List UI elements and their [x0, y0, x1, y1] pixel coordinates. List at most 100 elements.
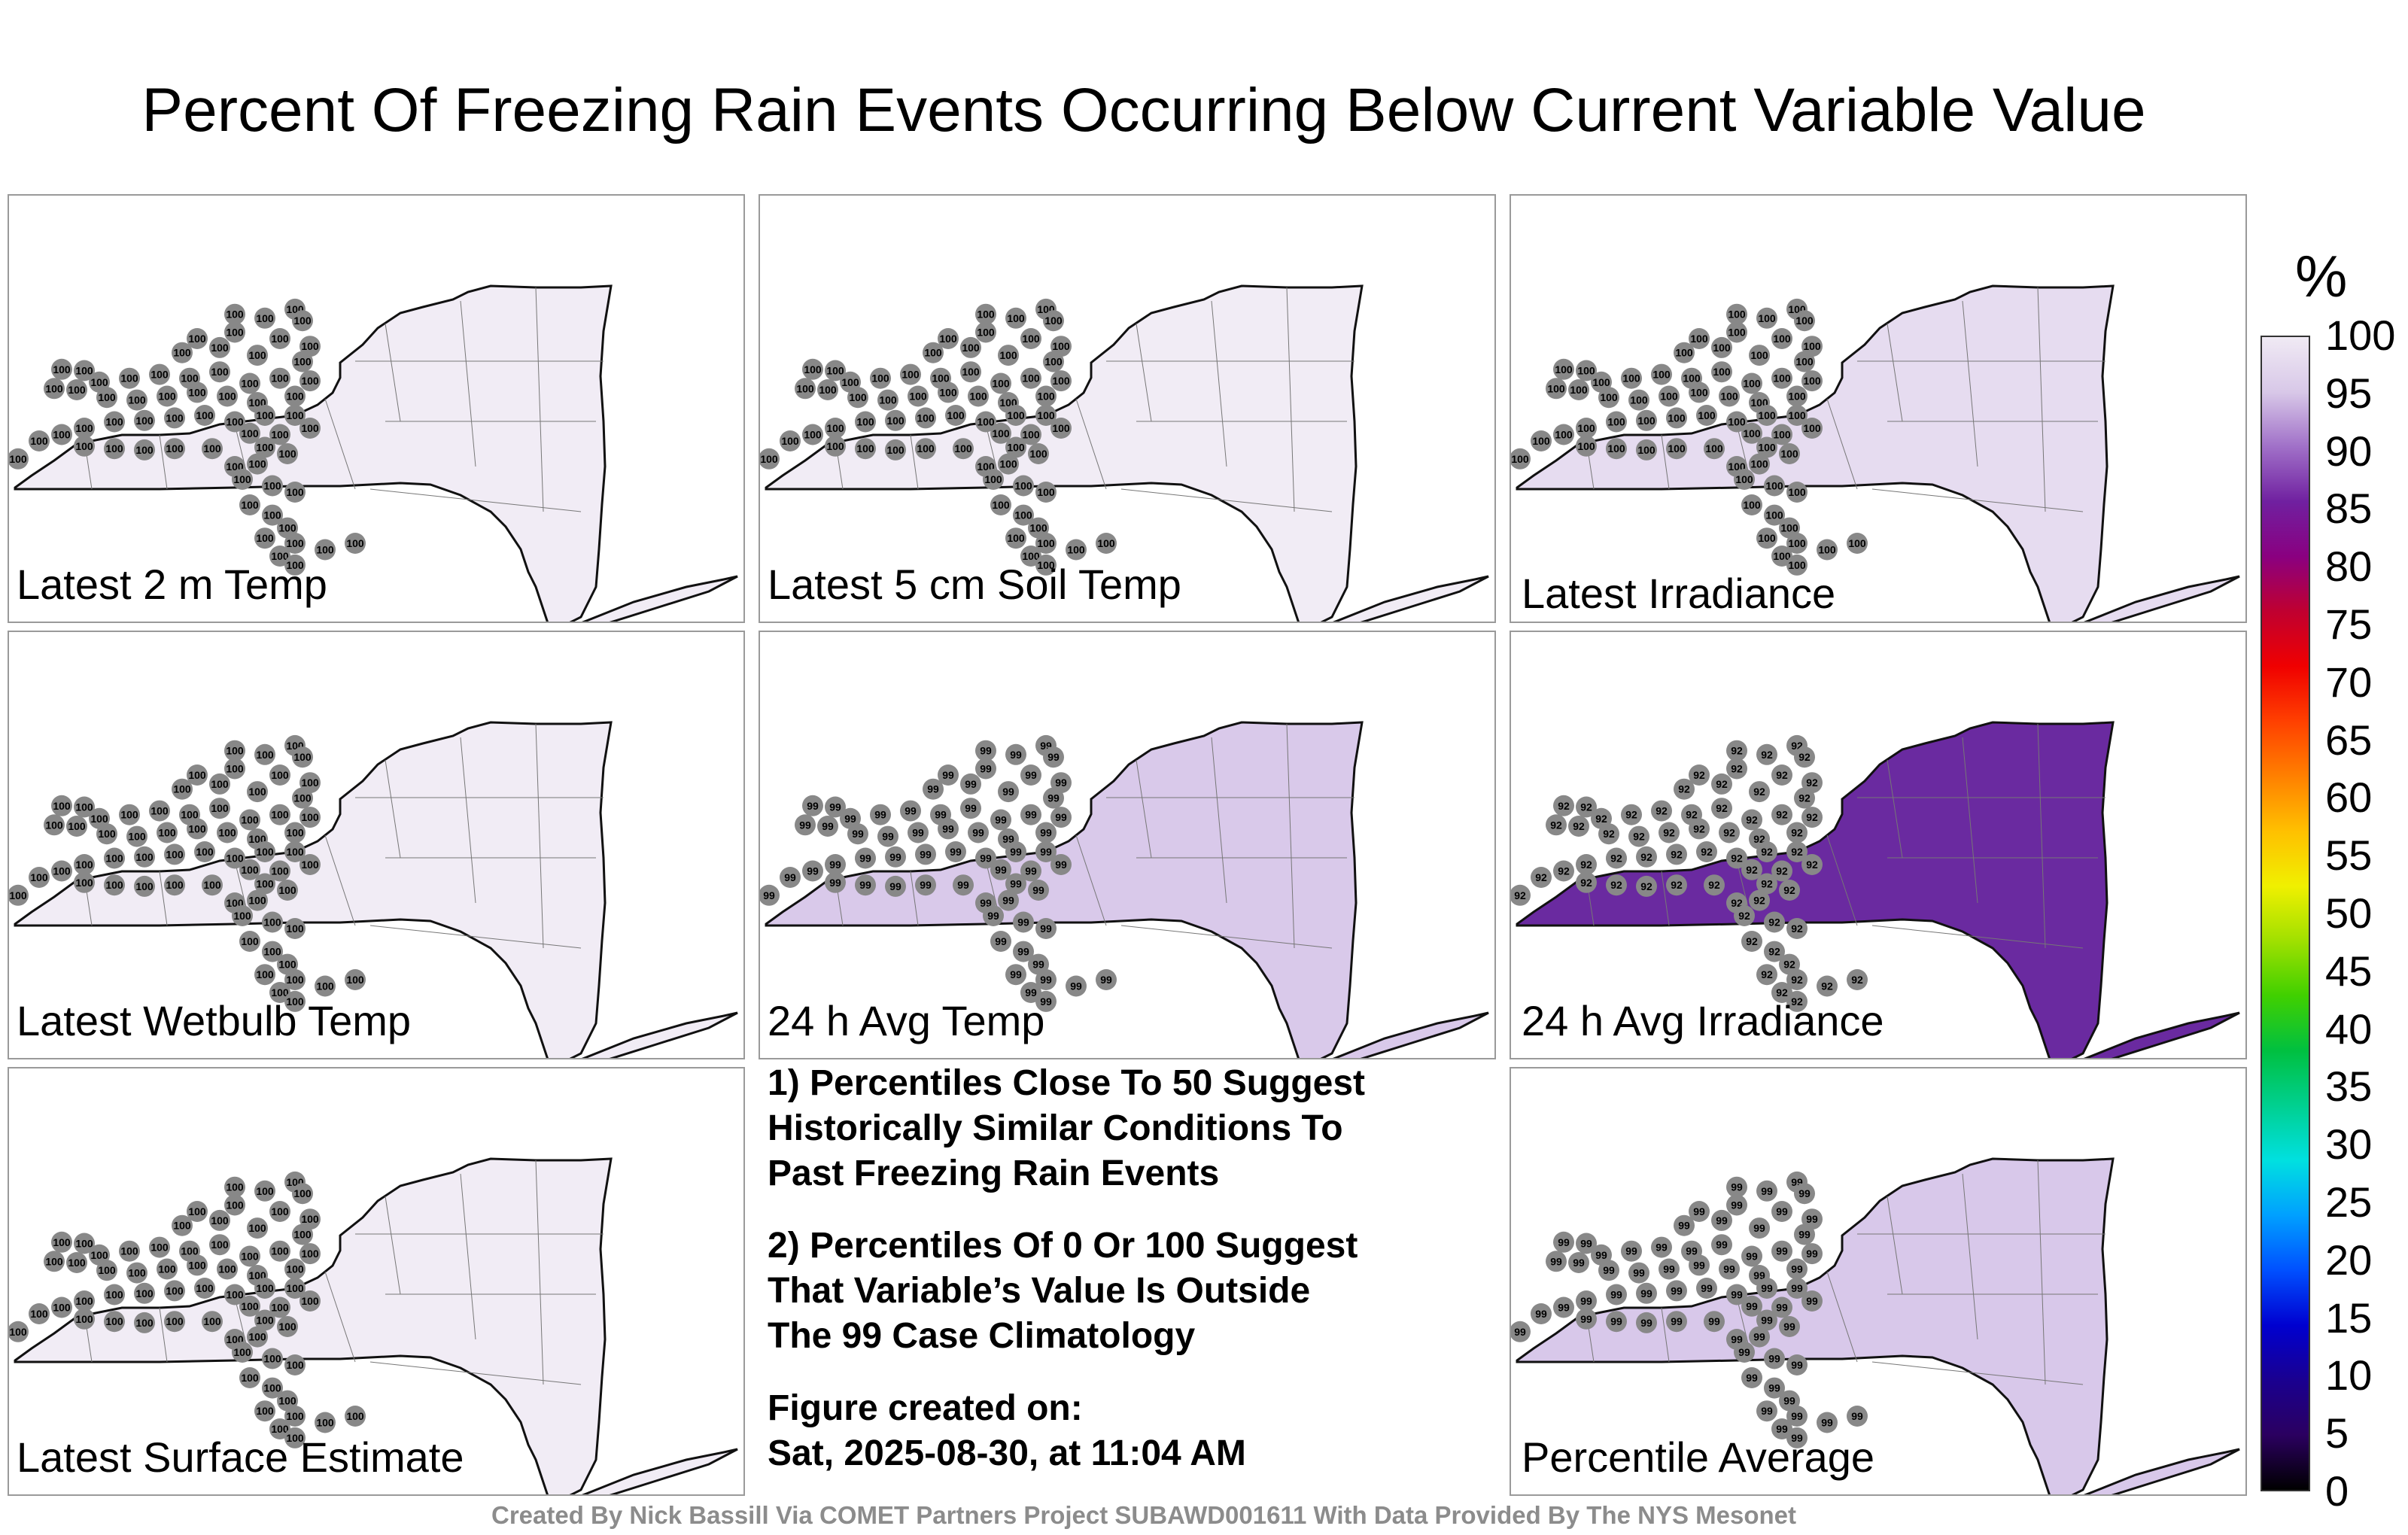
- station-marker: [1786, 822, 1808, 843]
- station-value: 99: [1746, 1300, 1758, 1312]
- station-value: 99: [844, 813, 856, 825]
- station-value: 100: [1750, 458, 1768, 470]
- station-value: 100: [1007, 532, 1025, 544]
- station-marker: [1756, 527, 1777, 549]
- station-value: 100: [203, 442, 221, 454]
- station-value: 100: [105, 1315, 123, 1327]
- station-value: 92: [1723, 827, 1735, 839]
- station-value: 100: [211, 366, 229, 378]
- station-value: 99: [1047, 751, 1060, 763]
- station-marker: [315, 539, 336, 561]
- station-value: 99: [1595, 1249, 1607, 1261]
- station-value: 99: [1002, 895, 1014, 907]
- station-value: 100: [293, 315, 312, 327]
- panel-label: Latest 2 m Temp: [17, 561, 327, 608]
- station-value: 100: [849, 391, 867, 403]
- station-marker: [1621, 804, 1642, 825]
- station-value: 99: [1025, 809, 1037, 821]
- station-value: 100: [218, 1263, 236, 1275]
- station-marker: [1771, 328, 1792, 349]
- colorbar-tick-label: 85: [2325, 485, 2373, 533]
- station-value: 100: [1668, 412, 1686, 424]
- station-marker: [1606, 1311, 1627, 1333]
- station-value: 100: [1818, 544, 1836, 556]
- station-marker: [1734, 1342, 1755, 1363]
- station-marker: [262, 1348, 283, 1369]
- station-marker: [1013, 504, 1034, 526]
- station-value: 100: [1577, 365, 1595, 377]
- station-value: 100: [999, 349, 1017, 361]
- colorbar-tick-label: 70: [2325, 658, 2373, 706]
- station-value: 92: [1701, 846, 1713, 858]
- station-value: 100: [1652, 369, 1671, 381]
- station-value: 100: [263, 946, 281, 958]
- station-marker: [1666, 874, 1687, 896]
- station-value: 99: [1633, 1267, 1645, 1279]
- long-island-outline: [581, 575, 738, 622]
- station-marker: [1066, 975, 1087, 997]
- station-marker: [908, 822, 929, 843]
- station-value: 100: [75, 1295, 93, 1307]
- station-marker: [74, 418, 95, 439]
- station-value: 99: [980, 763, 992, 775]
- station-marker: [1734, 905, 1755, 926]
- station-marker: [1035, 533, 1057, 554]
- station-marker: [284, 841, 306, 862]
- station-value: 100: [135, 880, 154, 892]
- station-value: 100: [1743, 378, 1761, 390]
- station-value: 100: [1690, 386, 1708, 398]
- station-marker: [284, 533, 306, 554]
- station-value: 99: [1640, 1317, 1652, 1329]
- county-line: [1286, 723, 1295, 949]
- station-value: 100: [196, 1282, 214, 1294]
- station-value: 99: [1761, 1315, 1773, 1327]
- station-value: 99: [1753, 1269, 1765, 1281]
- station-marker: [254, 1400, 275, 1422]
- station-marker: [1696, 405, 1717, 426]
- station-marker: [284, 1406, 306, 1427]
- station-marker: [1066, 539, 1087, 561]
- station-marker: [1771, 1240, 1792, 1262]
- station-marker: [292, 310, 313, 332]
- station-marker: [1719, 822, 1740, 843]
- long-island-outline: [2083, 1448, 2240, 1494]
- long-island-outline: [1332, 575, 1489, 622]
- station-marker: [1794, 787, 1815, 809]
- station-value: 92: [1655, 805, 1668, 817]
- station-value: 100: [286, 1263, 304, 1275]
- station-marker: [1035, 405, 1057, 426]
- station-marker: [885, 846, 906, 868]
- station-value: 100: [286, 1282, 304, 1294]
- county-line: [1826, 398, 1858, 490]
- county-line: [324, 398, 356, 490]
- station-marker: [1576, 1290, 1597, 1312]
- station-value: 100: [293, 356, 312, 368]
- station-marker: [1598, 823, 1619, 845]
- station-value: 100: [75, 365, 93, 377]
- station-value: 100: [271, 429, 289, 441]
- station-value: 100: [1630, 394, 1648, 406]
- station-value: 100: [248, 349, 266, 361]
- station-marker: [1666, 438, 1687, 460]
- station-marker: [247, 781, 268, 803]
- station-value: 100: [1052, 375, 1070, 387]
- station-value: 100: [1788, 537, 1806, 549]
- station-value: 100: [68, 384, 86, 396]
- station-marker: [74, 854, 95, 875]
- station-value: 100: [158, 827, 176, 839]
- station-marker: [1756, 1180, 1777, 1202]
- station-marker: [1035, 822, 1057, 843]
- station-marker: [1847, 533, 1868, 554]
- station-marker: [209, 361, 230, 383]
- station-value: 99: [927, 783, 939, 795]
- station-marker: [51, 1231, 72, 1253]
- station-marker: [96, 823, 117, 845]
- station-value: 100: [128, 831, 146, 843]
- station-value: 99: [1768, 1382, 1780, 1394]
- station-marker: [1786, 405, 1808, 426]
- station-marker: [1035, 385, 1057, 407]
- station-value: 100: [256, 1185, 274, 1197]
- station-marker: [1696, 841, 1717, 862]
- station-value: 99: [1032, 959, 1044, 971]
- station-value: 99: [950, 846, 962, 858]
